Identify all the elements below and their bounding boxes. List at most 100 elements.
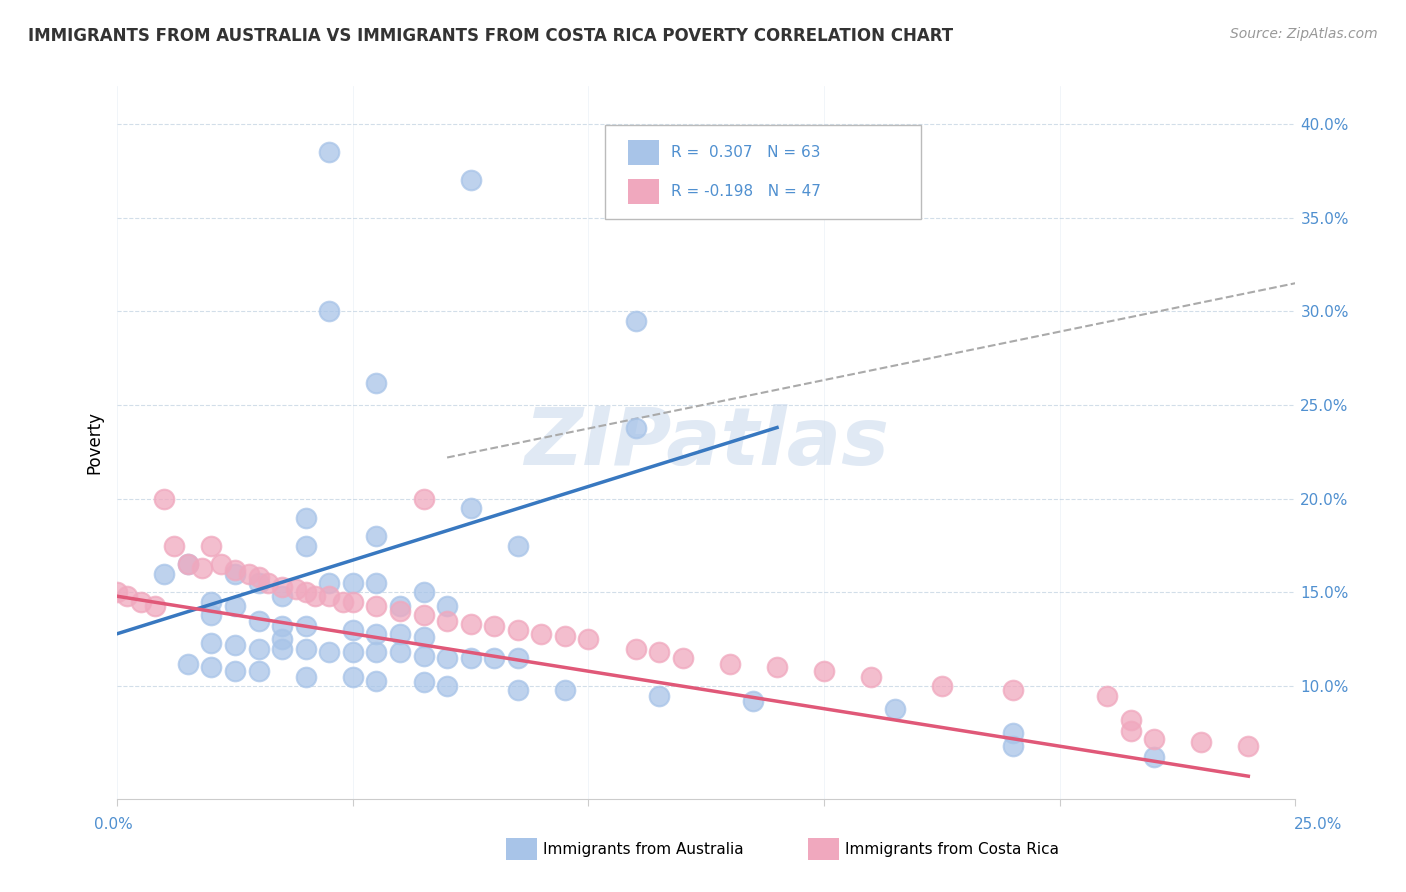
Point [238, 566, 260, 581]
Point [224, 563, 246, 577]
Point [718, 657, 741, 671]
Point [366, 599, 388, 613]
Point [224, 599, 246, 613]
Point [177, 657, 200, 671]
Point [460, 501, 482, 516]
Point [247, 664, 270, 678]
Point [294, 670, 316, 684]
Point [304, 589, 326, 603]
Point [224, 566, 246, 581]
Point [624, 314, 647, 328]
Point [530, 626, 553, 640]
Point [294, 585, 316, 599]
Point [342, 670, 364, 684]
Point [506, 623, 529, 637]
Point [318, 645, 340, 659]
Point [436, 599, 458, 613]
Point [1001, 726, 1024, 740]
Point [436, 679, 458, 693]
Point [294, 619, 316, 633]
Point [200, 595, 222, 609]
Point [342, 623, 364, 637]
Point [366, 645, 388, 659]
Point [412, 491, 434, 506]
Point [1237, 739, 1260, 754]
Point [318, 145, 340, 159]
Point [177, 558, 200, 572]
Point [191, 561, 214, 575]
Point [412, 675, 434, 690]
Point [129, 595, 152, 609]
Point [742, 694, 765, 708]
Point [332, 595, 354, 609]
Point [271, 580, 294, 594]
Point [285, 582, 308, 596]
Point [1119, 724, 1142, 739]
Point [318, 576, 340, 591]
Point [412, 607, 434, 622]
Text: Immigrants from Costa Rica: Immigrants from Costa Rica [845, 842, 1059, 856]
Point [342, 595, 364, 609]
Point [209, 558, 232, 572]
Point [294, 510, 316, 524]
Point [177, 558, 200, 572]
Point [460, 173, 482, 187]
Point [388, 626, 411, 640]
Point [554, 683, 576, 698]
Point [294, 539, 316, 553]
Text: 25.0%: 25.0% [1295, 817, 1343, 831]
Point [153, 491, 176, 506]
Point [224, 638, 246, 652]
Point [1189, 735, 1212, 749]
Point [860, 670, 883, 684]
Text: ZIPatlas: ZIPatlas [524, 403, 889, 482]
Point [271, 641, 294, 656]
Point [388, 645, 411, 659]
Point [318, 304, 340, 318]
Point [813, 664, 835, 678]
Point [1001, 739, 1024, 754]
Point [388, 604, 411, 618]
Point [1143, 750, 1166, 764]
Point [436, 651, 458, 665]
Point [412, 649, 434, 664]
Point [200, 607, 222, 622]
Text: R = -0.198   N = 47: R = -0.198 N = 47 [671, 184, 821, 199]
Point [624, 420, 647, 434]
Point [153, 566, 176, 581]
Point [624, 641, 647, 656]
Point [648, 645, 671, 659]
Point [436, 614, 458, 628]
Point [460, 651, 482, 665]
Point [271, 632, 294, 647]
Point [294, 641, 316, 656]
Point [318, 589, 340, 603]
Point [224, 664, 246, 678]
Point [506, 683, 529, 698]
Text: 0.0%: 0.0% [94, 817, 134, 831]
Point [143, 599, 166, 613]
Point [766, 660, 789, 674]
Point [366, 673, 388, 688]
Point [578, 632, 600, 647]
Point [247, 576, 270, 591]
Point [247, 641, 270, 656]
Point [672, 651, 695, 665]
Text: R =  0.307   N = 63: R = 0.307 N = 63 [671, 145, 820, 160]
Point [271, 619, 294, 633]
Point [366, 376, 388, 390]
Point [163, 539, 186, 553]
Point [342, 576, 364, 591]
Point [1143, 731, 1166, 746]
Point [388, 599, 411, 613]
Point [460, 617, 482, 632]
Y-axis label: Poverty: Poverty [86, 411, 103, 474]
Point [506, 651, 529, 665]
Point [412, 585, 434, 599]
Point [366, 529, 388, 543]
Text: Immigrants from Australia: Immigrants from Australia [543, 842, 744, 856]
Point [105, 585, 128, 599]
Point [883, 702, 905, 716]
Point [484, 619, 506, 633]
Point [247, 614, 270, 628]
